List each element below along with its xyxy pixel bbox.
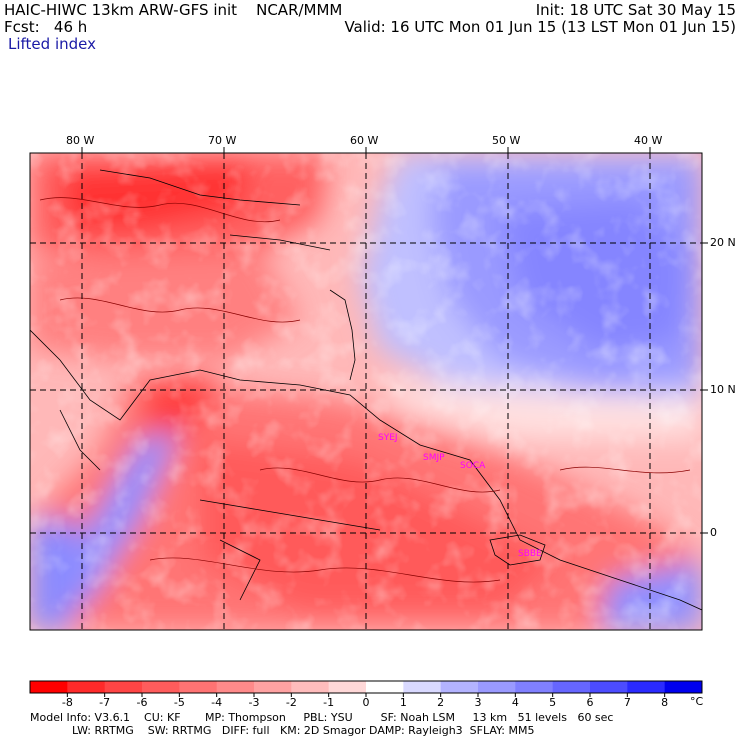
colorbar-swatch	[30, 681, 68, 693]
colorbar-label: -2	[285, 696, 297, 709]
colorbar-label: 0	[362, 696, 370, 709]
lon-label: 80 W	[66, 134, 95, 147]
colorbar-label: 4	[511, 696, 519, 709]
colorbar-label: -6	[136, 696, 148, 709]
lat-label: 10 N	[710, 383, 736, 396]
colorbar-unit: °C	[690, 695, 704, 708]
lon-label: 60 W	[350, 134, 379, 147]
colorbar-label: 8	[661, 696, 669, 709]
contour-lines	[39, 197, 691, 583]
graticule	[30, 153, 702, 630]
field-name: Lifted index	[8, 35, 96, 53]
colorbar-swatch	[627, 681, 666, 693]
colorbar-label: 1	[399, 696, 407, 709]
colorbar-swatch	[515, 681, 554, 693]
lat-label: 0	[710, 526, 717, 539]
colorbar-label: -8	[61, 696, 73, 709]
colorbar-label: -4	[211, 696, 223, 709]
colorbar-label: 7	[623, 696, 631, 709]
colorbar-label: -7	[99, 696, 111, 709]
colorbar-swatch	[478, 681, 516, 693]
colorbar-swatch	[216, 681, 255, 693]
colorbar-swatch	[590, 681, 628, 693]
lon-label: 70 W	[208, 134, 237, 147]
station-label: SYEJ	[378, 433, 398, 443]
colorbar-swatch	[366, 681, 404, 693]
init-time: Init: 18 UTC Sat 30 May 15	[535, 1, 736, 19]
colorbar-swatch	[328, 681, 367, 693]
colorbar-swatch	[291, 681, 330, 693]
colorbar-swatch	[552, 681, 591, 693]
colorbar-swatch	[403, 681, 442, 693]
valid-time: Valid: 16 UTC Mon 01 Jun 15 (13 LST Mon …	[344, 18, 736, 36]
model-title: HAIC-HIWC 13km ARW-GFS init NCAR/MMM	[4, 1, 343, 19]
lon-label: 50 W	[492, 134, 521, 147]
colorbar	[29, 680, 703, 697]
station-label: SBBE	[518, 549, 542, 559]
colorbar-swatch	[254, 681, 292, 693]
colorbar-label: 5	[549, 696, 557, 709]
colorbar-swatch	[440, 681, 479, 693]
colorbar-swatch	[67, 681, 106, 693]
lon-label: 40 W	[634, 134, 663, 147]
colorbar-swatch	[664, 681, 703, 693]
colorbar-label: 2	[437, 696, 445, 709]
lat-label: 20 N	[710, 236, 736, 249]
colorbar-label: 6	[586, 696, 594, 709]
colorbar-label: 3	[474, 696, 482, 709]
tick-marks	[81, 147, 708, 534]
coastlines	[30, 169, 702, 611]
colorbar-label: -1	[323, 696, 335, 709]
forecast-hour: Fcst: 46 h	[4, 18, 88, 36]
station-label: SMJP	[423, 453, 445, 463]
colorbar-label: -5	[173, 696, 185, 709]
colorbar-swatch	[142, 681, 180, 693]
colorbar-label: -3	[248, 696, 260, 709]
footer-physics-info: LW: RRTMG SW: RRTMG DIFF: full KM: 2D Sm…	[30, 724, 535, 737]
footer-model-info: Model Info: V3.6.1 CU: KF MP: Thompson P…	[30, 711, 614, 724]
colorbar-swatch	[179, 681, 218, 693]
station-label: SOCA	[460, 461, 486, 471]
colorbar-swatch	[104, 681, 143, 693]
